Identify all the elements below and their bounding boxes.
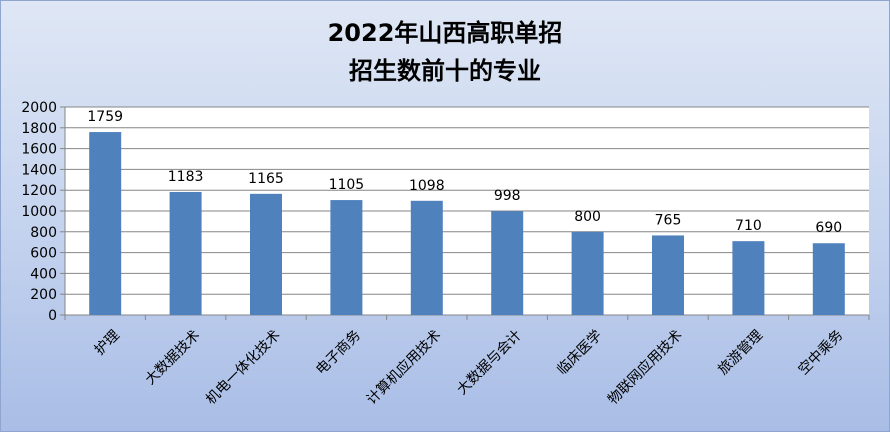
data-label: 1165 <box>248 171 284 187</box>
y-tick-label: 200 <box>30 287 57 303</box>
data-label: 690 <box>815 220 842 236</box>
y-tick-label: 1800 <box>21 121 57 137</box>
bar <box>410 200 443 315</box>
data-label: 800 <box>574 209 601 225</box>
bar <box>652 235 684 315</box>
data-label: 998 <box>494 188 521 204</box>
chart-title-line-1: 2022年山西高职单招 <box>327 19 563 47</box>
y-tick-label: 0 <box>48 308 57 324</box>
y-tick-label: 1200 <box>21 183 57 199</box>
y-tick-label: 1600 <box>21 142 57 158</box>
y-tick-label: 2000 <box>21 100 57 116</box>
bar <box>250 193 282 315</box>
bar <box>89 132 122 315</box>
category-label: 大数据技术 <box>142 327 203 388</box>
data-label: 1183 <box>168 169 204 185</box>
data-label: 765 <box>655 212 682 228</box>
bar <box>812 243 845 315</box>
y-tick-label: 1400 <box>21 162 57 178</box>
category-label: 大数据与会计 <box>454 327 525 398</box>
bar <box>732 241 765 315</box>
y-tick-label: 400 <box>30 266 57 282</box>
y-tick-label: 600 <box>30 246 57 262</box>
chart-title-line-2: 招生数前十的专业 <box>349 57 541 85</box>
category-label: 机电一体化技术 <box>203 327 284 408</box>
y-tick-label: 1000 <box>21 204 57 220</box>
bar <box>571 231 604 315</box>
category-label: 物联网应用技术 <box>604 327 685 408</box>
bar <box>330 200 363 315</box>
category-label: 空中乘务 <box>796 327 847 378</box>
bar <box>169 191 202 315</box>
category-label: 护理 <box>92 327 123 358</box>
data-label: 710 <box>735 218 762 234</box>
bar <box>491 211 524 315</box>
data-label: 1105 <box>329 177 365 193</box>
data-label: 1759 <box>87 109 123 125</box>
category-label: 计算机应用技术 <box>363 327 444 408</box>
category-label: 临床医学 <box>554 327 605 378</box>
category-label: 电子商务 <box>313 327 364 378</box>
y-tick-label: 800 <box>30 225 57 241</box>
data-label: 1098 <box>409 178 445 194</box>
category-label: 旅游管理 <box>715 327 766 378</box>
